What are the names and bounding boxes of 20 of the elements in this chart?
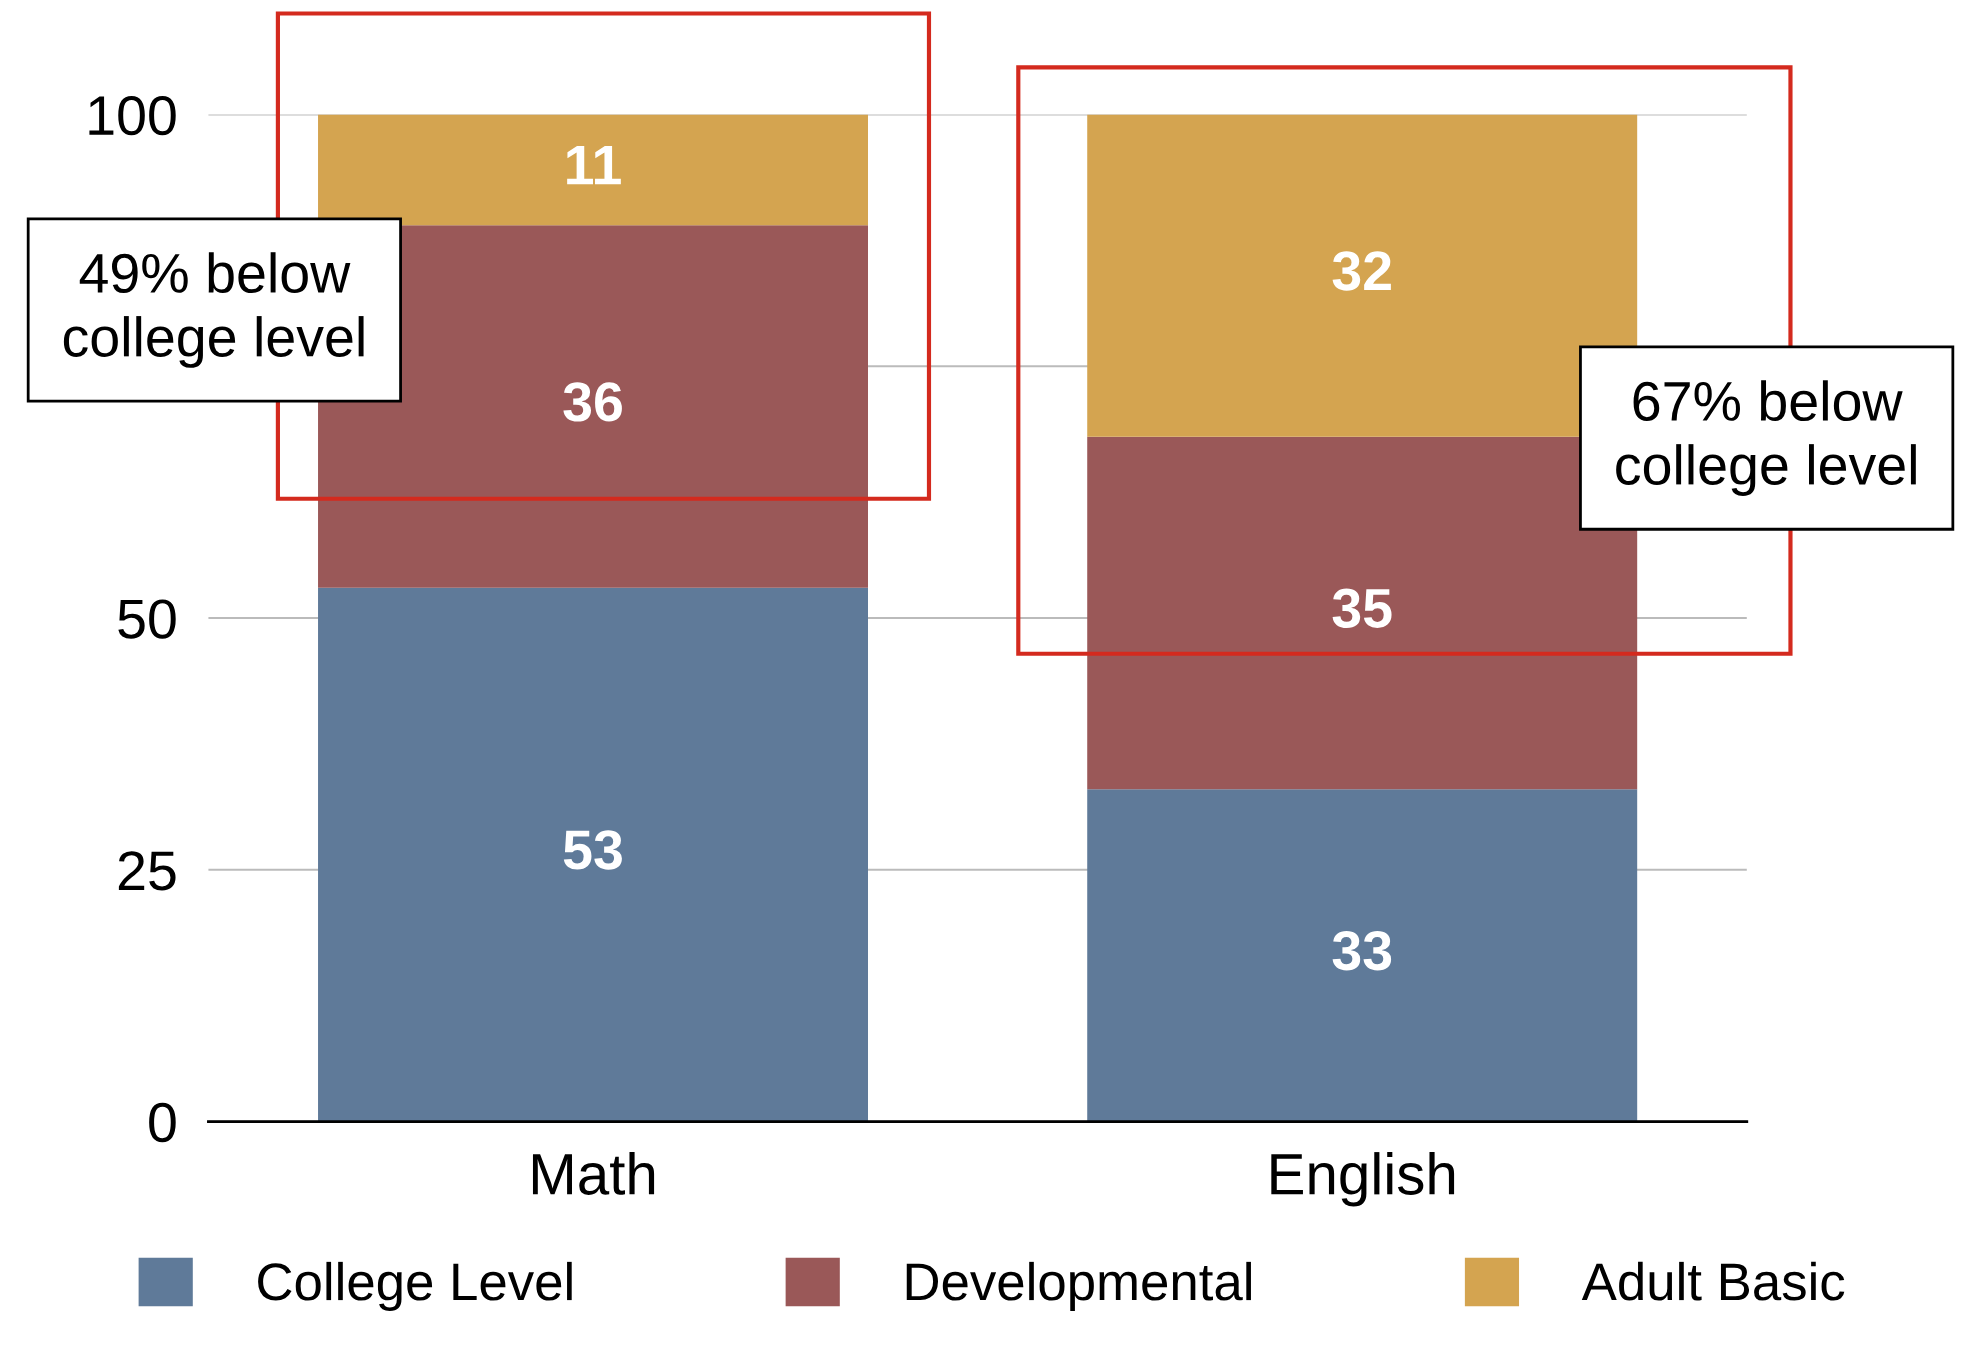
legend-label: College Level	[258, 1261, 572, 1312]
data-label: 32	[1332, 251, 1391, 291]
y-tick-label: 0	[149, 1102, 176, 1143]
bar	[1087, 789, 1638, 1122]
y-tick-label: 50	[118, 599, 176, 639]
bar	[318, 587, 868, 1122]
y-tick-label: 100	[89, 95, 176, 136]
annotation: 49% below college level	[63, 252, 364, 368]
x-tick-label: Math	[532, 1152, 655, 1195]
legend-label: Developmental	[906, 1261, 1251, 1312]
data-label: 35	[1332, 588, 1392, 629]
y-tick-label: 25	[118, 851, 176, 891]
bar	[318, 114, 868, 226]
x-tick-label: English	[1271, 1152, 1455, 1207]
data-label: 53	[563, 830, 622, 870]
data-label: 11	[567, 146, 621, 185]
data-label: 36	[563, 382, 622, 422]
annotation: 67% below college level	[1616, 380, 1916, 496]
legend-label: Adult Basic	[1581, 1261, 1845, 1301]
data-label: 33	[1332, 930, 1392, 971]
